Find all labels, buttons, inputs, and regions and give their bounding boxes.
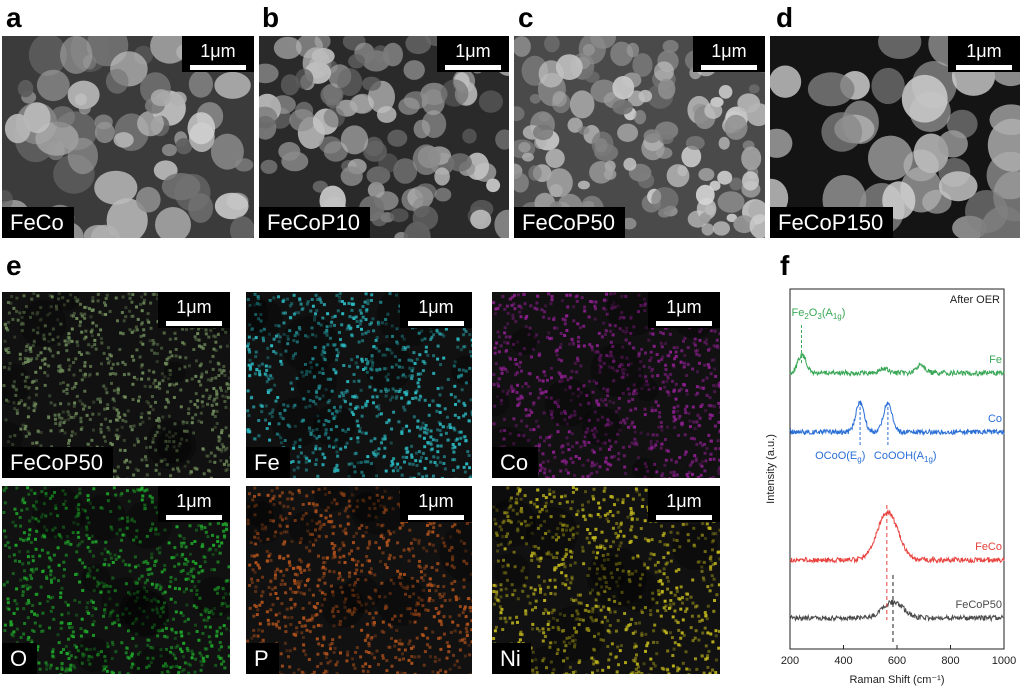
scale-bar-label: 1μm <box>711 41 747 61</box>
y-axis-label: Intensity (a.u.) <box>765 434 777 504</box>
scale-bar <box>656 321 712 326</box>
sample-label: FeCo <box>2 207 74 238</box>
annotation-ocooeg: OCoO(Eg) <box>815 450 865 464</box>
x-tick-label: 800 <box>941 655 959 667</box>
scale-bar <box>956 65 1012 70</box>
x-tick-label: 400 <box>834 655 852 667</box>
scale-bar-label: 1μm <box>666 491 702 511</box>
scale-bar-box: 1μm <box>400 486 472 522</box>
sem-image-fecop50: 1μm FeCoP50 <box>514 36 765 238</box>
scale-bar-label: 1μm <box>176 297 212 317</box>
scale-bar <box>190 65 246 70</box>
series-label-feco: FeCo <box>975 541 1002 553</box>
scale-bar-box: 1μm <box>158 292 230 328</box>
sem-texture <box>259 36 509 238</box>
panel-label-d: d <box>776 2 794 33</box>
map-label: Fe <box>246 447 290 478</box>
scale-bar-box: 1μm <box>158 486 230 522</box>
sample-label: FeCoP50 <box>514 207 625 238</box>
series-line-fe <box>789 352 1005 378</box>
x-tick-label: 600 <box>888 655 906 667</box>
scale-bar <box>701 65 757 70</box>
eds-texture <box>492 486 720 674</box>
scale-bar-box: 1μm <box>437 36 509 72</box>
scale-bar-label: 1μm <box>200 41 236 61</box>
annotation-fe2o3a1g: Fe2O3(A1g) <box>792 307 846 321</box>
eds-map-o: 1μm O <box>2 486 230 674</box>
series-line-co <box>789 400 1005 436</box>
scale-bar <box>408 321 464 326</box>
panel-label-a: a <box>6 2 22 33</box>
scale-bar <box>656 515 712 520</box>
panel-label-c: c <box>518 2 534 33</box>
panel-label-b: b <box>262 2 280 33</box>
scale-bar-label: 1μm <box>666 297 702 317</box>
scale-bar-box: 1μm <box>400 292 472 328</box>
chart-title: After OER <box>950 294 1000 306</box>
eds-map-co: 1μm Co <box>492 292 720 478</box>
scale-bar-box: 1μm <box>948 36 1020 72</box>
series-label-co: Co <box>988 413 1002 425</box>
eds-map-p: 1μm P <box>246 486 472 674</box>
eds-texture <box>246 486 472 674</box>
eds-map-fecop50-overlay: 1μm FeCoP50 <box>2 292 230 478</box>
x-axis-label: Raman Shift (cm⁻¹) <box>849 674 944 686</box>
scale-bar-box: 1μm <box>182 36 254 72</box>
scale-bar-label: 1μm <box>966 41 1002 61</box>
scale-bar-label: 1μm <box>418 491 454 511</box>
sem-image-feco: 1μm FeCo <box>2 36 254 238</box>
scale-bar <box>166 515 222 520</box>
scale-bar-box: 1μm <box>693 36 765 72</box>
series-line-fecop50 <box>789 599 1005 623</box>
x-tick-label: 200 <box>781 655 799 667</box>
scale-bar <box>166 321 222 326</box>
x-tick-label: 1000 <box>992 655 1016 667</box>
sample-label: FeCoP150 <box>770 207 894 238</box>
map-label: P <box>246 643 279 674</box>
series-line-feco <box>789 509 1005 564</box>
sem-image-fecop10: 1μm FeCoP10 <box>259 36 509 238</box>
eds-map-ni: 1μm Ni <box>492 486 720 674</box>
map-label: O <box>2 643 38 674</box>
eds-map-fe: 1μm Fe <box>246 292 472 478</box>
sample-label: FeCoP10 <box>259 207 370 238</box>
scale-bar-label: 1μm <box>455 41 491 61</box>
annotation-coooha1g: CoOOH(A1g) <box>874 450 937 464</box>
sem-image-fecop150: 1μm FeCoP150 <box>770 36 1020 238</box>
scale-bar-label: 1μm <box>176 491 212 511</box>
map-label: Co <box>492 447 539 478</box>
scale-bar-box: 1μm <box>648 486 720 522</box>
panel-label-e: e <box>6 250 22 281</box>
scale-bar-box: 1μm <box>648 292 720 328</box>
panel-label-f: f <box>780 250 790 281</box>
series-label-fe: Fe <box>989 354 1002 366</box>
scale-bar-label: 1μm <box>418 297 454 317</box>
series-label-fecop50: FeCoP50 <box>956 599 1002 611</box>
scale-bar <box>408 515 464 520</box>
map-label: FeCoP50 <box>2 447 113 478</box>
plot-frame <box>789 288 1005 650</box>
scale-bar <box>445 65 501 70</box>
map-label: Ni <box>492 643 531 674</box>
